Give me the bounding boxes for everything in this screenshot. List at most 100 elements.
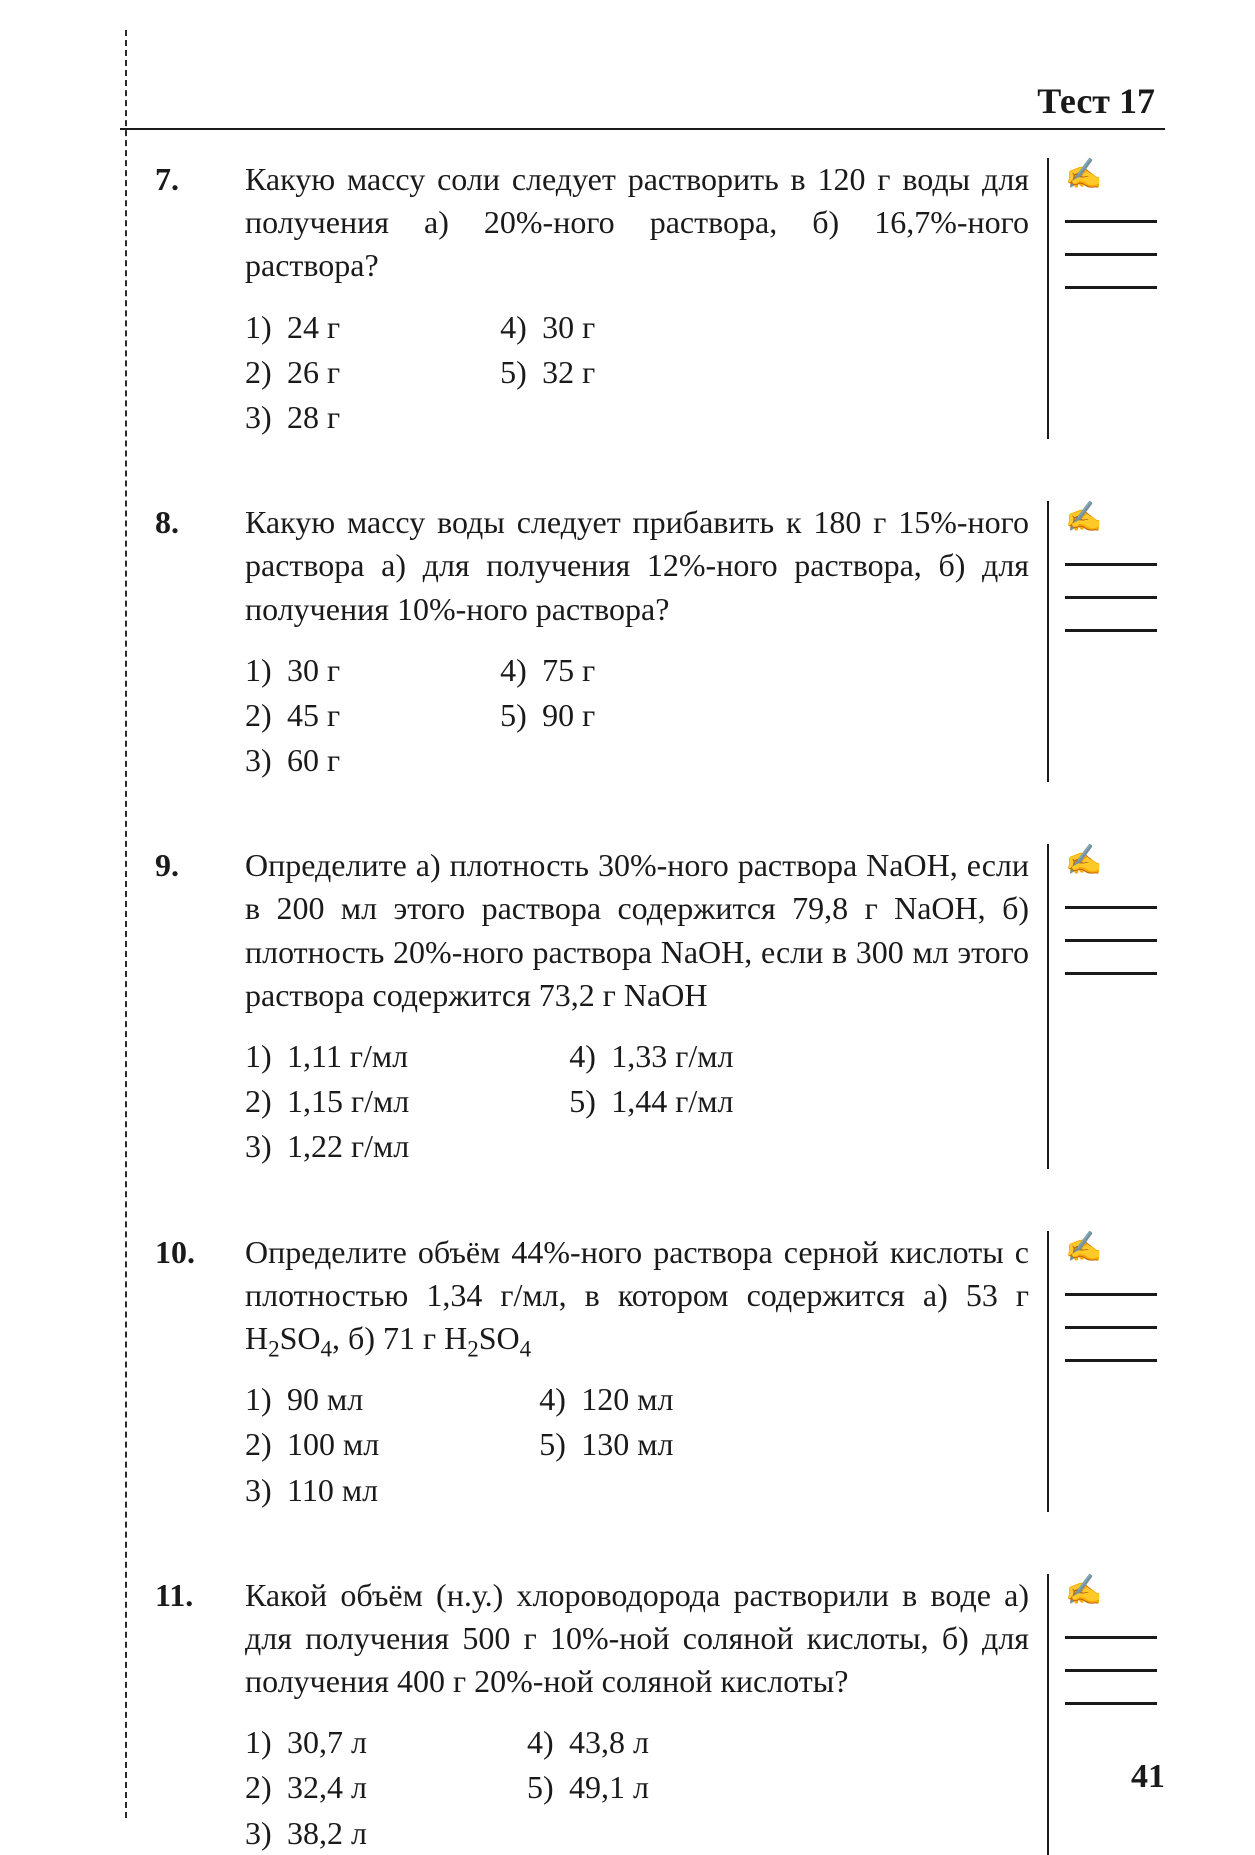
answer-blank[interactable]	[1065, 629, 1157, 632]
vertical-rule	[1047, 1231, 1049, 1512]
question: 7. Какую массу соли следует растворить в…	[155, 158, 1165, 439]
choices: 1)24 г 2)26 г 3)28 г 4)30 г 5)32 г	[245, 306, 1029, 440]
answer-blank[interactable]	[1065, 253, 1157, 256]
choice: 1)30,7 л	[245, 1721, 367, 1764]
choice: 5)90 г	[500, 694, 595, 737]
choices: 1)30,7 л 2)32,4 л 3)38,2 л 4)43,8 л 5)49…	[245, 1721, 1029, 1855]
choice: 2)1,15 г/мл	[245, 1080, 409, 1123]
choices-col-2: 4)120 мл 5)130 мл	[539, 1378, 673, 1512]
choice: 3)60 г	[245, 739, 340, 782]
answer-blank[interactable]	[1065, 972, 1157, 975]
answer-blank[interactable]	[1065, 1669, 1157, 1672]
choice: 3)110 мл	[245, 1469, 379, 1512]
answer-area: ✍	[1065, 844, 1165, 1168]
question: 9. Определите а) плотность 30%-ного раст…	[155, 844, 1165, 1168]
choice: 5)32 г	[500, 351, 595, 394]
question-text: Определите объём 44%-ного раствора серно…	[245, 1231, 1029, 1361]
choices: 1)1,11 г/мл 2)1,15 г/мл 3)1,22 г/мл 4)1,…	[245, 1035, 1029, 1169]
pen-icon: ✍	[1065, 1576, 1102, 1606]
choice: 4)75 г	[500, 649, 595, 692]
choice: 1)90 мл	[245, 1378, 379, 1421]
choice: 5)1,44 г/мл	[569, 1080, 733, 1123]
choice: 1)24 г	[245, 306, 340, 349]
question-number: 11.	[155, 1574, 245, 1617]
question-body: Какую массу воды следует прибавить к 180…	[245, 501, 1047, 782]
choice: 3)38,2 л	[245, 1812, 367, 1855]
choice: 4)43,8 л	[527, 1721, 649, 1764]
answer-blank[interactable]	[1065, 906, 1157, 909]
question: 11. Какой объём (н.у.) хлороводорода рас…	[155, 1574, 1165, 1855]
page: Тест 17 7. Какую массу соли следует раст…	[0, 0, 1255, 1848]
answer-blank[interactable]	[1065, 1326, 1157, 1329]
choices-col-2: 4)30 г 5)32 г	[500, 306, 595, 440]
choice: 1)1,11 г/мл	[245, 1035, 409, 1078]
answer-area: ✍	[1065, 501, 1165, 782]
question-number: 8.	[155, 501, 245, 544]
pen-icon: ✍	[1065, 503, 1102, 533]
page-number: 41	[1131, 1758, 1165, 1796]
question-body: Определите а) плотность 30%-ного раствор…	[245, 844, 1047, 1168]
choices-col-2: 4)43,8 л 5)49,1 л	[527, 1721, 649, 1855]
choice: 4)120 мл	[539, 1378, 673, 1421]
question-body-wrap: Определите а) плотность 30%-ного раствор…	[245, 844, 1165, 1168]
question: 8. Какую массу воды следует прибавить к …	[155, 501, 1165, 782]
vertical-rule	[1047, 844, 1049, 1168]
answer-area: ✍	[1065, 1231, 1165, 1512]
question-body: Какую массу соли следует растворить в 12…	[245, 158, 1047, 439]
perforation-line	[125, 30, 127, 1818]
answer-blank[interactable]	[1065, 596, 1157, 599]
choice: 3)1,22 г/мл	[245, 1125, 409, 1168]
answer-blank[interactable]	[1065, 1702, 1157, 1705]
question-number: 7.	[155, 158, 245, 201]
choice: 5)49,1 л	[527, 1766, 649, 1809]
page-title: Тест 17	[120, 80, 1165, 122]
choice: 5)130 мл	[539, 1423, 673, 1466]
choice: 2)32,4 л	[245, 1766, 367, 1809]
choices-col-1: 1)90 мл 2)100 мл 3)110 мл	[245, 1378, 379, 1512]
question-text: Какой объём (н.у.) хлороводорода раствор…	[245, 1574, 1029, 1704]
pen-icon: ✍	[1065, 1233, 1102, 1263]
answer-blank[interactable]	[1065, 286, 1157, 289]
choice: 1)30 г	[245, 649, 340, 692]
choices-col-1: 1)24 г 2)26 г 3)28 г	[245, 306, 340, 440]
question-body-wrap: Определите объём 44%-ного раствора серно…	[245, 1231, 1165, 1512]
answer-blank[interactable]	[1065, 1359, 1157, 1362]
pen-icon: ✍	[1065, 160, 1102, 190]
vertical-rule	[1047, 1574, 1049, 1855]
answer-area: ✍	[1065, 158, 1165, 439]
question-text: Какую массу соли следует растворить в 12…	[245, 158, 1029, 288]
choices-col-2: 4)75 г 5)90 г	[500, 649, 595, 783]
choice: 4)1,33 г/мл	[569, 1035, 733, 1078]
question: 10. Определите объём 44%-ного раствора с…	[155, 1231, 1165, 1512]
choices: 1)30 г 2)45 г 3)60 г 4)75 г 5)90 г	[245, 649, 1029, 783]
answer-area: ✍	[1065, 1574, 1165, 1855]
answer-blank[interactable]	[1065, 563, 1157, 566]
header-rule	[120, 128, 1165, 130]
question-body: Какой объём (н.у.) хлороводорода раствор…	[245, 1574, 1047, 1855]
question-text: Какую массу воды следует прибавить к 180…	[245, 501, 1029, 631]
choices-col-1: 1)30 г 2)45 г 3)60 г	[245, 649, 340, 783]
choice: 3)28 г	[245, 396, 340, 439]
question-body-wrap: Какой объём (н.у.) хлороводорода раствор…	[245, 1574, 1165, 1855]
content: 7. Какую массу соли следует растворить в…	[155, 158, 1165, 1855]
question-text: Определите а) плотность 30%-ного раствор…	[245, 844, 1029, 1017]
question-number: 9.	[155, 844, 245, 887]
answer-blank[interactable]	[1065, 1636, 1157, 1639]
answer-blank[interactable]	[1065, 220, 1157, 223]
choices-col-1: 1)1,11 г/мл 2)1,15 г/мл 3)1,22 г/мл	[245, 1035, 409, 1169]
choice: 2)100 мл	[245, 1423, 379, 1466]
vertical-rule	[1047, 501, 1049, 782]
choice: 2)45 г	[245, 694, 340, 737]
question-number: 10.	[155, 1231, 245, 1274]
choice: 4)30 г	[500, 306, 595, 349]
question-body-wrap: Какую массу соли следует растворить в 12…	[245, 158, 1165, 439]
choice: 2)26 г	[245, 351, 340, 394]
choices: 1)90 мл 2)100 мл 3)110 мл 4)120 мл 5)130…	[245, 1378, 1029, 1512]
vertical-rule	[1047, 158, 1049, 439]
pen-icon: ✍	[1065, 846, 1102, 876]
answer-blank[interactable]	[1065, 1293, 1157, 1296]
question-body: Определите объём 44%-ного раствора серно…	[245, 1231, 1047, 1512]
choices-col-1: 1)30,7 л 2)32,4 л 3)38,2 л	[245, 1721, 367, 1855]
answer-blank[interactable]	[1065, 939, 1157, 942]
choices-col-2: 4)1,33 г/мл 5)1,44 г/мл	[569, 1035, 733, 1169]
